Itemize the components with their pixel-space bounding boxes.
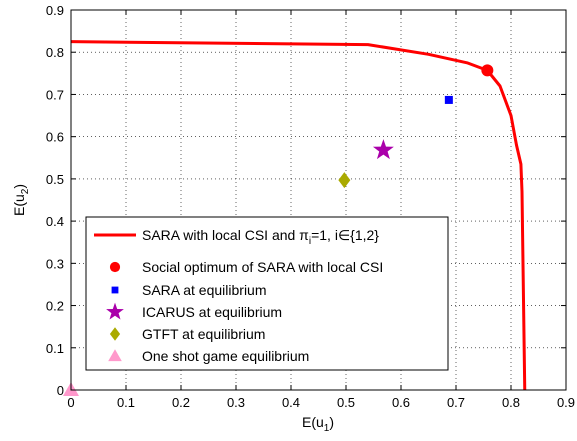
legend-entry-label: Social optimum of SARA with local CSI bbox=[142, 259, 383, 275]
legend-entry-label: SARA at equilibrium bbox=[142, 282, 267, 298]
data-point-square bbox=[444, 95, 453, 104]
x-tick-label: 0.6 bbox=[392, 395, 410, 410]
y-axis-label: E(u2) bbox=[11, 184, 31, 216]
legend-swatch-star bbox=[106, 302, 124, 320]
y-tick-label: 0.7 bbox=[46, 87, 64, 102]
plot-frame bbox=[70, 9, 567, 391]
legend-entry-label: ICARUS at equilibrium bbox=[142, 304, 282, 320]
y-tick-label: 0.8 bbox=[46, 45, 64, 60]
x-tick-label: 0.8 bbox=[502, 395, 520, 410]
x-axis-label: E(u1) bbox=[302, 414, 334, 434]
tick-labels: 0 0.1 0.2 0.3 0.4 0.5 0.6 0.7 0.8 0.9 0 0.1 0.2 0.3 0.… bbox=[46, 3, 575, 410]
y-tick-label: 0.6 bbox=[46, 130, 64, 145]
legend-swatch-circle bbox=[109, 261, 121, 273]
y-tick-label: 0.4 bbox=[46, 214, 64, 229]
x-tick-label: 0.4 bbox=[282, 395, 300, 410]
x-tick-label: 0.7 bbox=[447, 395, 465, 410]
legend-swatch-square bbox=[111, 286, 119, 294]
data-point-star bbox=[372, 139, 394, 160]
x-tick-label: 0.5 bbox=[337, 395, 355, 410]
data-point-diamond bbox=[338, 172, 351, 189]
data-point-circle bbox=[481, 64, 494, 77]
ticks bbox=[70, 9, 567, 391]
x-tick-label: 0.9 bbox=[557, 395, 575, 410]
legend-entry-label: One shot game equilibrium bbox=[142, 348, 309, 364]
legend-swatch-diamond bbox=[109, 327, 121, 341]
y-tick-label: 0.2 bbox=[46, 299, 64, 314]
series-line-sara-local-csi bbox=[70, 40, 527, 391]
y-tick-label: 0.3 bbox=[46, 256, 64, 271]
x-tick-label: 0.3 bbox=[227, 395, 245, 410]
y-tick-label: 0.1 bbox=[46, 341, 64, 356]
legend-entry-label: SARA with local CSI and πi=1, i∈{1,2} bbox=[142, 227, 379, 247]
legend-swatch-triangle bbox=[108, 349, 122, 362]
y-tick-label: 0 bbox=[57, 383, 64, 398]
legend-items: SARA with local CSI and πi=1, i∈{1,2} Soc… bbox=[94, 227, 383, 364]
legend-box bbox=[85, 216, 449, 371]
x-tick-label: 0.2 bbox=[172, 395, 190, 410]
y-tick-label: 0.5 bbox=[46, 172, 64, 187]
x-tick-label: 0.1 bbox=[117, 395, 135, 410]
legend-entry-label: GTFT at equilibrium bbox=[142, 326, 265, 342]
legend: SARA with local CSI and πi=1, i∈{1,2} Soc… bbox=[85, 216, 449, 371]
y-tick-label: 0.9 bbox=[46, 3, 64, 18]
x-tick-label: 0 bbox=[67, 395, 74, 410]
